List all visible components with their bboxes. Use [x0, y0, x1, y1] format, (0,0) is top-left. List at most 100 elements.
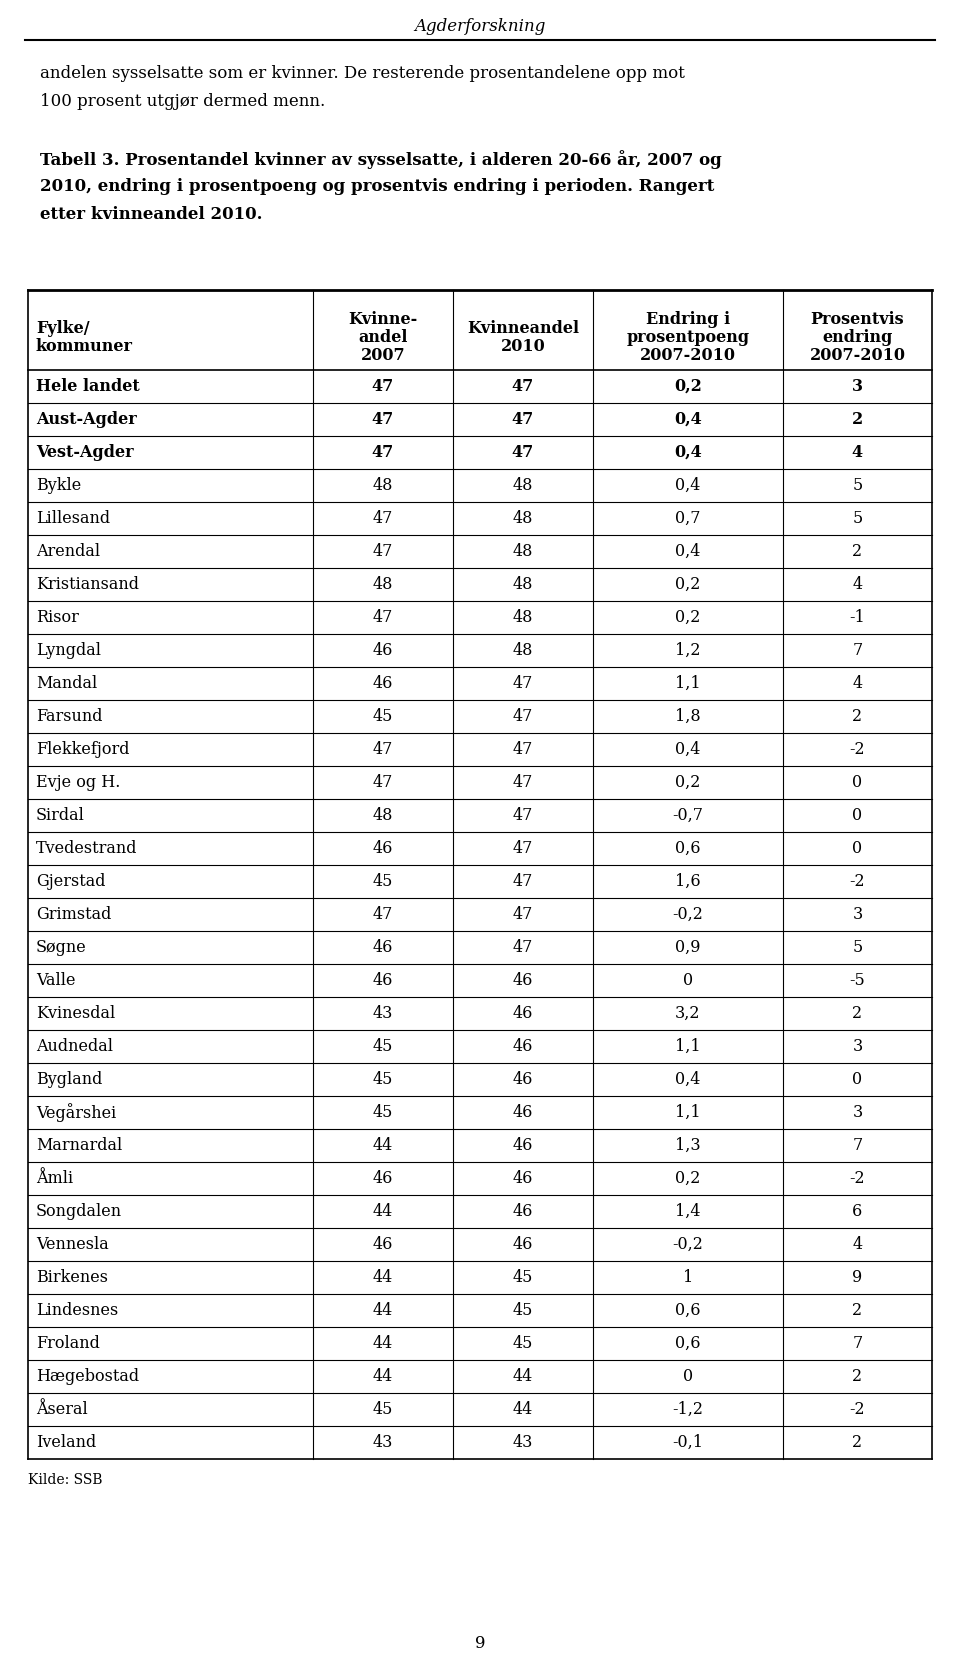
Text: Vegårshei: Vegårshei	[36, 1104, 116, 1122]
Text: 5: 5	[852, 477, 862, 493]
Text: 3: 3	[852, 1038, 862, 1055]
Text: 47: 47	[513, 707, 533, 726]
Text: 46: 46	[372, 1236, 393, 1252]
Text: 0: 0	[683, 1368, 693, 1384]
Text: 6: 6	[852, 1202, 862, 1221]
Text: 0,9: 0,9	[675, 940, 701, 956]
Text: 2007: 2007	[361, 348, 405, 364]
Text: 47: 47	[372, 510, 393, 527]
Text: Lyngdal: Lyngdal	[36, 642, 101, 659]
Text: Froland: Froland	[36, 1334, 100, 1353]
Text: 2: 2	[852, 707, 862, 726]
Text: 48: 48	[372, 477, 393, 493]
Text: 3: 3	[852, 378, 863, 395]
Text: 0: 0	[852, 839, 862, 858]
Text: 3,2: 3,2	[675, 1005, 701, 1022]
Text: 45: 45	[513, 1334, 533, 1353]
Text: Valle: Valle	[36, 971, 76, 990]
Text: Audnedal: Audnedal	[36, 1038, 113, 1055]
Text: Lillesand: Lillesand	[36, 510, 110, 527]
Text: -0,1: -0,1	[672, 1435, 704, 1451]
Text: 44: 44	[372, 1302, 393, 1319]
Text: 47: 47	[372, 378, 394, 395]
Text: Aust-Agder: Aust-Agder	[36, 411, 136, 428]
Text: kommuner: kommuner	[36, 338, 133, 354]
Text: Søgne: Søgne	[36, 940, 86, 956]
Text: 46: 46	[372, 839, 393, 858]
Text: 1,1: 1,1	[675, 1038, 701, 1055]
Text: 5: 5	[852, 940, 862, 956]
Text: 7: 7	[852, 1334, 862, 1353]
Text: -2: -2	[850, 741, 865, 757]
Text: 9: 9	[852, 1269, 862, 1286]
Text: 46: 46	[372, 675, 393, 692]
Text: 44: 44	[372, 1368, 393, 1384]
Text: Åmli: Åmli	[36, 1170, 73, 1187]
Text: 45: 45	[513, 1269, 533, 1286]
Text: 2: 2	[852, 1435, 862, 1451]
Text: -1,2: -1,2	[672, 1401, 704, 1418]
Text: 48: 48	[372, 575, 393, 594]
Text: 0,4: 0,4	[674, 445, 702, 461]
Text: 48: 48	[513, 477, 533, 493]
Text: 46: 46	[372, 642, 393, 659]
Text: 46: 46	[513, 1202, 533, 1221]
Text: 45: 45	[372, 707, 393, 726]
Text: Grimstad: Grimstad	[36, 906, 111, 923]
Text: 47: 47	[512, 378, 534, 395]
Text: 7: 7	[852, 1137, 862, 1154]
Text: 48: 48	[372, 808, 393, 824]
Text: 0,6: 0,6	[675, 1302, 701, 1319]
Text: 1,1: 1,1	[675, 1104, 701, 1120]
Text: Risor: Risor	[36, 609, 79, 625]
Text: Vennesla: Vennesla	[36, 1236, 108, 1252]
Text: 1,8: 1,8	[675, 707, 701, 726]
Text: Bykle: Bykle	[36, 477, 82, 493]
Text: 2010, endring i prosentpoeng og prosentvis endring i perioden. Rangert: 2010, endring i prosentpoeng og prosentv…	[40, 177, 714, 196]
Text: 47: 47	[513, 873, 533, 890]
Text: 46: 46	[372, 1170, 393, 1187]
Text: 47: 47	[512, 411, 534, 428]
Text: 1,6: 1,6	[675, 873, 701, 890]
Text: Endring i: Endring i	[646, 311, 730, 328]
Text: 1,4: 1,4	[675, 1202, 701, 1221]
Text: 2010: 2010	[500, 338, 545, 354]
Text: 44: 44	[372, 1334, 393, 1353]
Text: Hægebostad: Hægebostad	[36, 1368, 139, 1384]
Text: 47: 47	[372, 543, 393, 560]
Text: 44: 44	[513, 1368, 533, 1384]
Text: 43: 43	[372, 1005, 393, 1022]
Text: 2: 2	[852, 543, 862, 560]
Text: 4: 4	[852, 675, 862, 692]
Text: 0,2: 0,2	[675, 1170, 701, 1187]
Text: 44: 44	[372, 1137, 393, 1154]
Text: 100 prosent utgjør dermed menn.: 100 prosent utgjør dermed menn.	[40, 94, 325, 110]
Text: Gjerstad: Gjerstad	[36, 873, 106, 890]
Text: -2: -2	[850, 1401, 865, 1418]
Text: andelen sysselsatte som er kvinner. De resterende prosentandelene opp mot: andelen sysselsatte som er kvinner. De r…	[40, 65, 684, 82]
Text: 47: 47	[513, 675, 533, 692]
Text: Hele landet: Hele landet	[36, 378, 140, 395]
Text: prosentpoeng: prosentpoeng	[626, 329, 750, 346]
Text: 0,7: 0,7	[675, 510, 701, 527]
Text: 47: 47	[512, 445, 534, 461]
Text: 2: 2	[852, 1005, 862, 1022]
Text: 0,4: 0,4	[675, 741, 701, 757]
Text: 46: 46	[513, 1038, 533, 1055]
Text: Sirdal: Sirdal	[36, 808, 84, 824]
Text: 46: 46	[372, 940, 393, 956]
Text: Evje og H.: Evje og H.	[36, 774, 120, 791]
Text: Farsund: Farsund	[36, 707, 103, 726]
Text: 48: 48	[513, 609, 533, 625]
Text: 0,4: 0,4	[675, 1072, 701, 1088]
Text: 44: 44	[513, 1401, 533, 1418]
Text: Åseral: Åseral	[36, 1401, 87, 1418]
Text: Agderforskning: Agderforskning	[415, 18, 545, 35]
Text: 47: 47	[372, 906, 393, 923]
Text: 43: 43	[372, 1435, 393, 1451]
Text: etter kvinneandel 2010.: etter kvinneandel 2010.	[40, 206, 262, 222]
Text: 48: 48	[513, 510, 533, 527]
Text: Kristiansand: Kristiansand	[36, 575, 139, 594]
Text: 0,4: 0,4	[675, 543, 701, 560]
Text: Tvedestrand: Tvedestrand	[36, 839, 137, 858]
